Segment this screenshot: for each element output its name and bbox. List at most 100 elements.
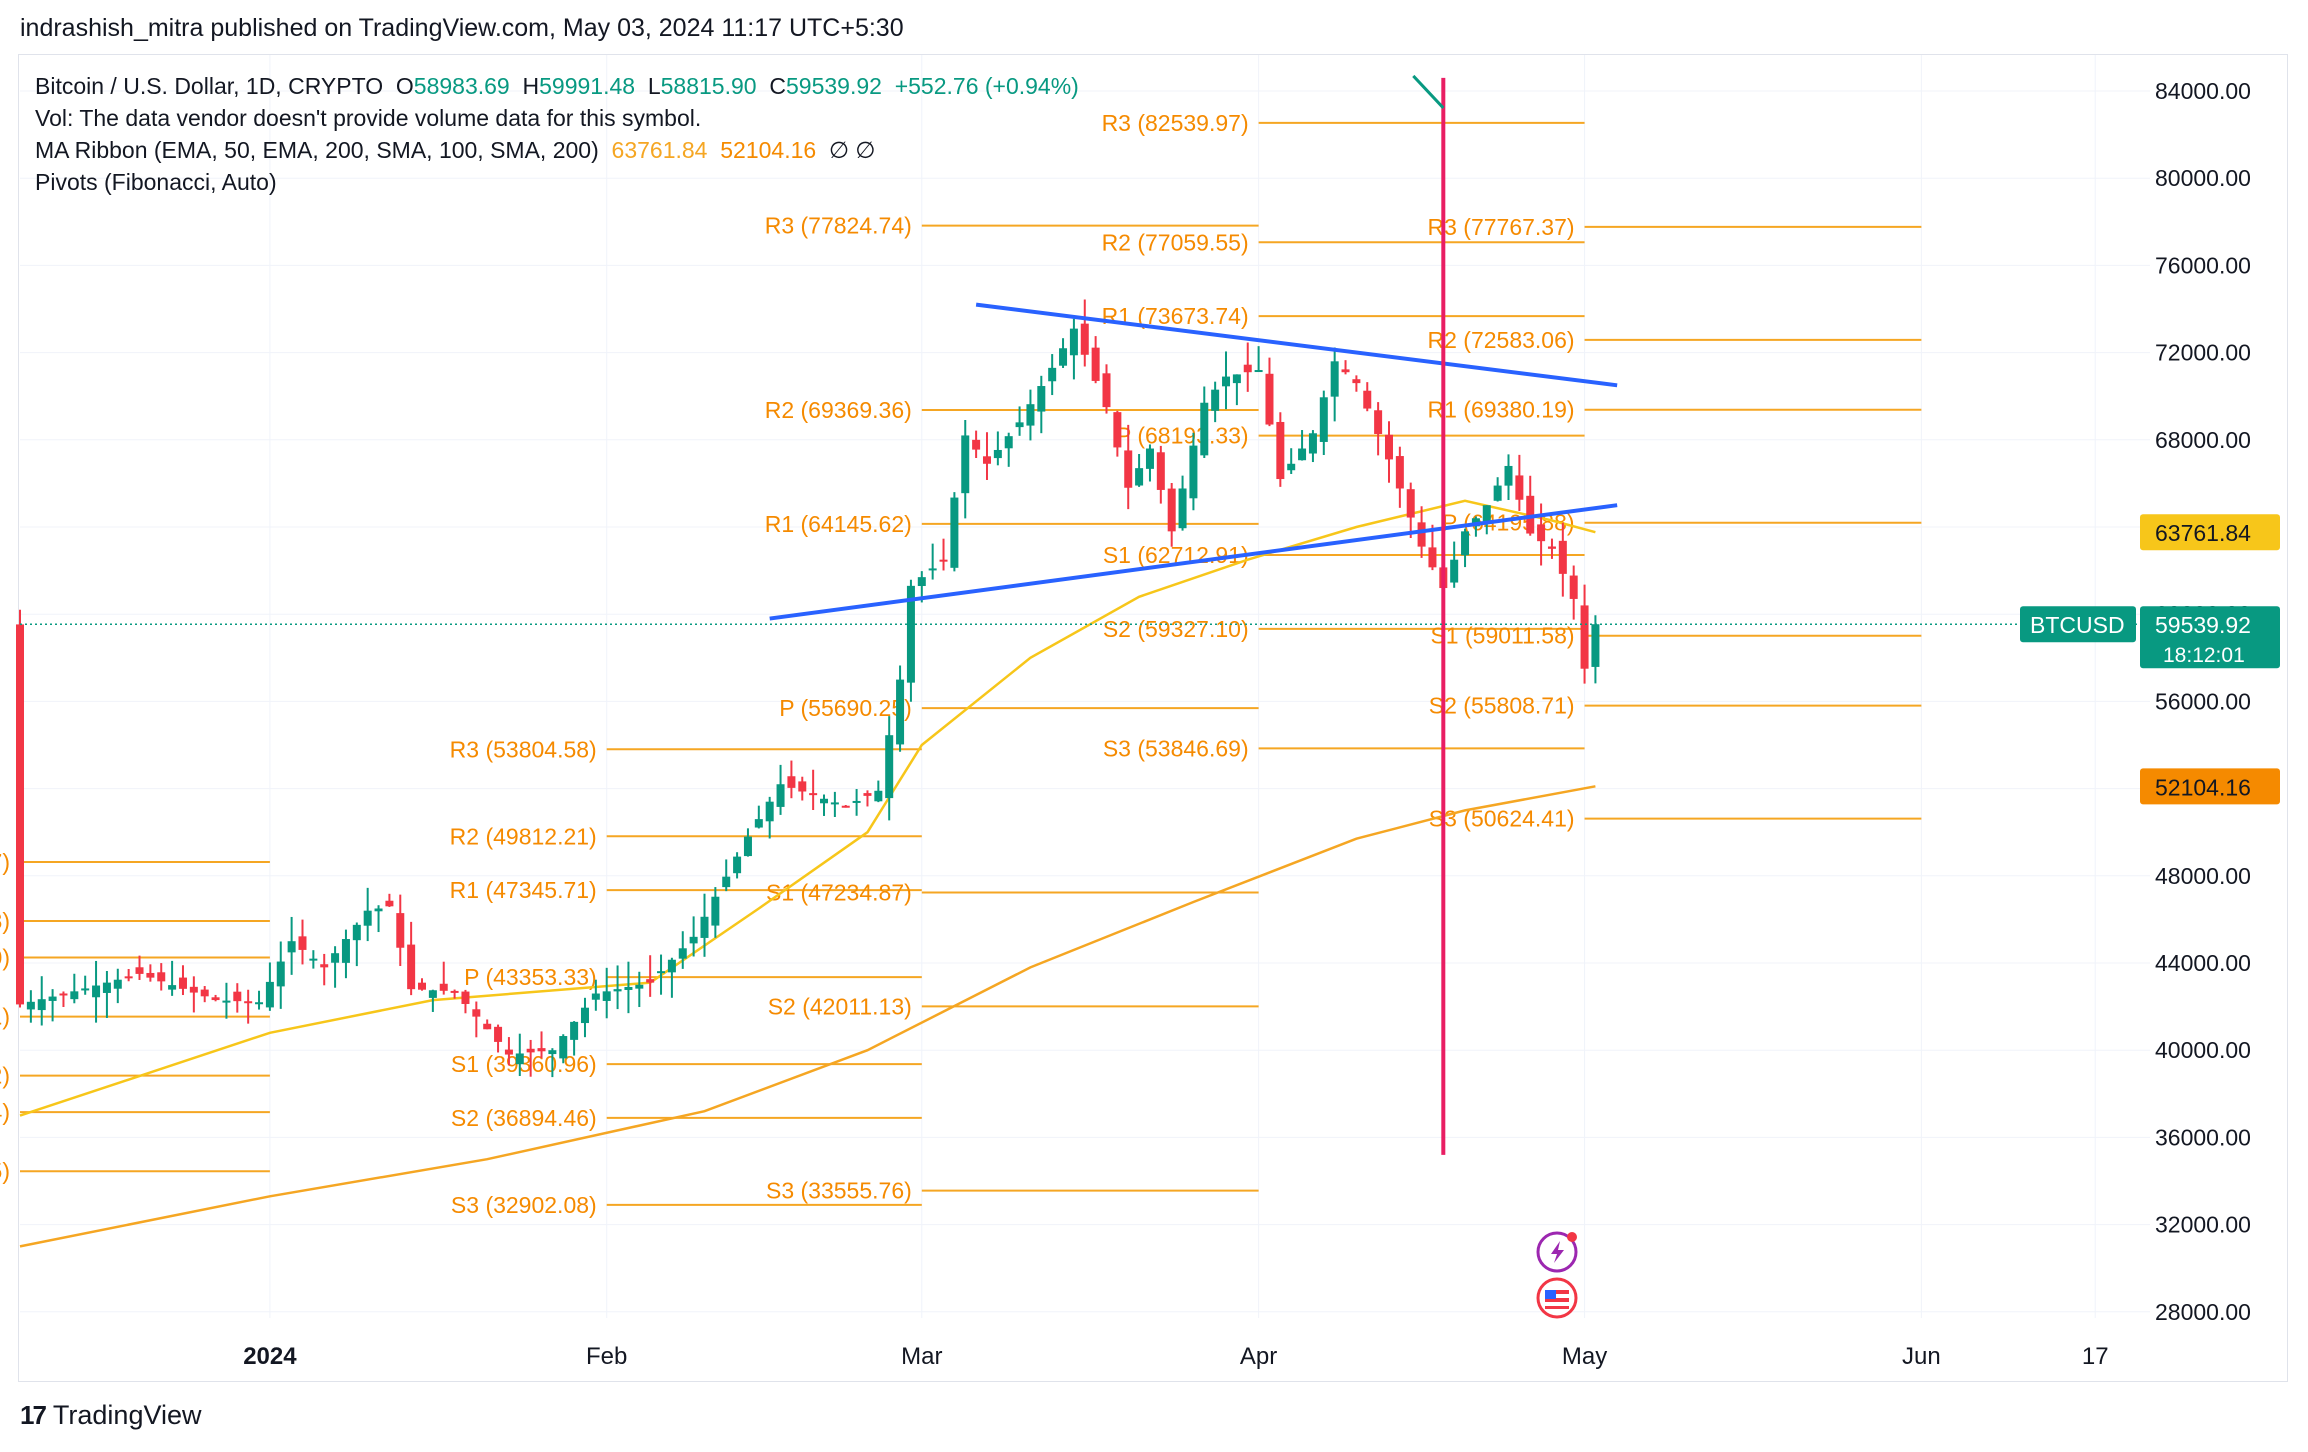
- candle-body[interactable]: [1341, 369, 1350, 373]
- legend-ma-ribbon[interactable]: MA Ribbon (EMA, 50, EMA, 200, SMA, 100, …: [35, 134, 1079, 166]
- ma-price-tag-bg[interactable]: [2140, 514, 2280, 551]
- candle-body[interactable]: [830, 802, 839, 805]
- candle-body[interactable]: [1537, 524, 1546, 542]
- candle-body[interactable]: [1352, 379, 1361, 384]
- trendline[interactable]: [769, 503, 1618, 621]
- candle-body[interactable]: [59, 993, 68, 996]
- candle-body[interactable]: [885, 735, 894, 799]
- legend-pivots[interactable]: Pivots (Fibonacci, Auto): [35, 169, 277, 195]
- candle-body[interactable]: [276, 961, 285, 987]
- legend-ohlc[interactable]: Bitcoin / U.S. Dollar, 1D, CRYPTO O58983…: [35, 70, 1079, 102]
- candle-body[interactable]: [1580, 605, 1589, 669]
- candle-body[interactable]: [331, 953, 340, 963]
- candle-body[interactable]: [961, 435, 970, 494]
- candle-body[interactable]: [287, 941, 296, 953]
- tradingview-logo[interactable]: 17 TradingView: [20, 1400, 202, 1431]
- candle-body[interactable]: [1200, 402, 1209, 456]
- candle-body[interactable]: [733, 856, 742, 874]
- candle-body[interactable]: [1167, 488, 1176, 532]
- candle-body[interactable]: [363, 910, 372, 926]
- candle-body[interactable]: [993, 449, 1002, 459]
- candle-body[interactable]: [591, 993, 600, 1000]
- candle-body[interactable]: [1059, 348, 1068, 366]
- candle-body[interactable]: [1211, 389, 1220, 411]
- candle-body[interactable]: [439, 983, 448, 991]
- candle-body[interactable]: [1374, 410, 1383, 434]
- candle-body[interactable]: [450, 990, 459, 993]
- candle-body[interactable]: [168, 985, 177, 990]
- candle-body[interactable]: [1493, 485, 1502, 501]
- candle-body[interactable]: [298, 936, 307, 950]
- candle-body[interactable]: [211, 997, 220, 1001]
- candle-body[interactable]: [461, 991, 470, 1004]
- candle-body[interactable]: [233, 991, 242, 1002]
- candle-body[interactable]: [1450, 559, 1459, 583]
- candle-body[interactable]: [624, 986, 633, 990]
- candle-body[interactable]: [646, 979, 655, 983]
- last-price-tag-bg[interactable]: [2140, 606, 2280, 669]
- candle-body[interactable]: [472, 1009, 481, 1017]
- symbol-name[interactable]: Bitcoin / U.S. Dollar, 1D, CRYPTO: [35, 73, 384, 99]
- candle-body[interactable]: [711, 896, 720, 926]
- candle-body[interactable]: [1254, 370, 1263, 373]
- candle-body[interactable]: [1384, 434, 1393, 460]
- legend-volume[interactable]: Vol: The data vendor doesn't provide vol…: [35, 105, 702, 131]
- candle-body[interactable]: [1417, 522, 1426, 547]
- candle-body[interactable]: [494, 1026, 503, 1042]
- candle-body[interactable]: [700, 916, 709, 938]
- event-icons[interactable]: [1536, 1231, 1578, 1319]
- candle-body[interactable]: [178, 977, 187, 989]
- candle-body[interactable]: [537, 1048, 546, 1052]
- candle-body[interactable]: [483, 1023, 492, 1030]
- candle-body[interactable]: [1591, 624, 1600, 667]
- candle-body[interactable]: [1091, 347, 1100, 381]
- candle-body[interactable]: [255, 1002, 264, 1005]
- candle-body[interactable]: [939, 559, 948, 562]
- candle-body[interactable]: [1515, 475, 1524, 500]
- trendlines[interactable]: [769, 302, 1618, 621]
- candle-body[interactable]: [896, 679, 905, 745]
- time-axis[interactable]: 2024 Feb Mar Apr May Jun 17: [243, 1343, 2108, 1370]
- candle-body[interactable]: [1069, 328, 1078, 356]
- candle-body[interactable]: [1232, 374, 1241, 384]
- candle-body[interactable]: [515, 1053, 524, 1065]
- candle-body[interactable]: [48, 996, 57, 1001]
- candle-body[interactable]: [385, 900, 394, 907]
- candle-body[interactable]: [559, 1036, 568, 1059]
- candle-body[interactable]: [754, 819, 763, 828]
- candle-body[interactable]: [765, 801, 774, 822]
- candle-body[interactable]: [787, 776, 796, 788]
- candle-body[interactable]: [657, 971, 666, 974]
- candle-body[interactable]: [635, 984, 644, 989]
- candle-body[interactable]: [1080, 323, 1089, 355]
- trendline[interactable]: [975, 302, 1618, 388]
- candle-body[interactable]: [504, 1049, 513, 1055]
- candle-body[interactable]: [928, 568, 937, 571]
- candle-body[interactable]: [1569, 575, 1578, 599]
- candle-body[interactable]: [1178, 488, 1187, 529]
- candle-body[interactable]: [428, 990, 437, 998]
- candle-body[interactable]: [1222, 376, 1231, 387]
- candle-body[interactable]: [950, 497, 959, 568]
- candle-body[interactable]: [602, 991, 611, 1001]
- candle-body[interactable]: [81, 988, 90, 991]
- candle-body[interactable]: [874, 790, 883, 802]
- candle-body[interactable]: [1015, 422, 1024, 428]
- teal-arrow-line[interactable]: [1412, 74, 1445, 109]
- candle-body[interactable]: [374, 908, 383, 912]
- candle-body[interactable]: [570, 1021, 579, 1040]
- candle-body[interactable]: [1113, 412, 1122, 448]
- candle-body[interactable]: [396, 913, 405, 948]
- ma-price-tag[interactable]: 63761.84: [2155, 520, 2251, 546]
- candle-body[interactable]: [309, 958, 318, 961]
- candle-body[interactable]: [1265, 373, 1274, 425]
- candle-body[interactable]: [678, 948, 687, 959]
- last-price-tag[interactable]: 59539.92: [2155, 612, 2251, 638]
- candle-body[interactable]: [776, 784, 785, 807]
- candle-body[interactable]: [982, 456, 991, 464]
- candle-body[interactable]: [1526, 495, 1535, 534]
- candle-body[interactable]: [1482, 505, 1491, 523]
- candle-body[interactable]: [26, 1001, 35, 1010]
- candle-body[interactable]: [917, 577, 926, 587]
